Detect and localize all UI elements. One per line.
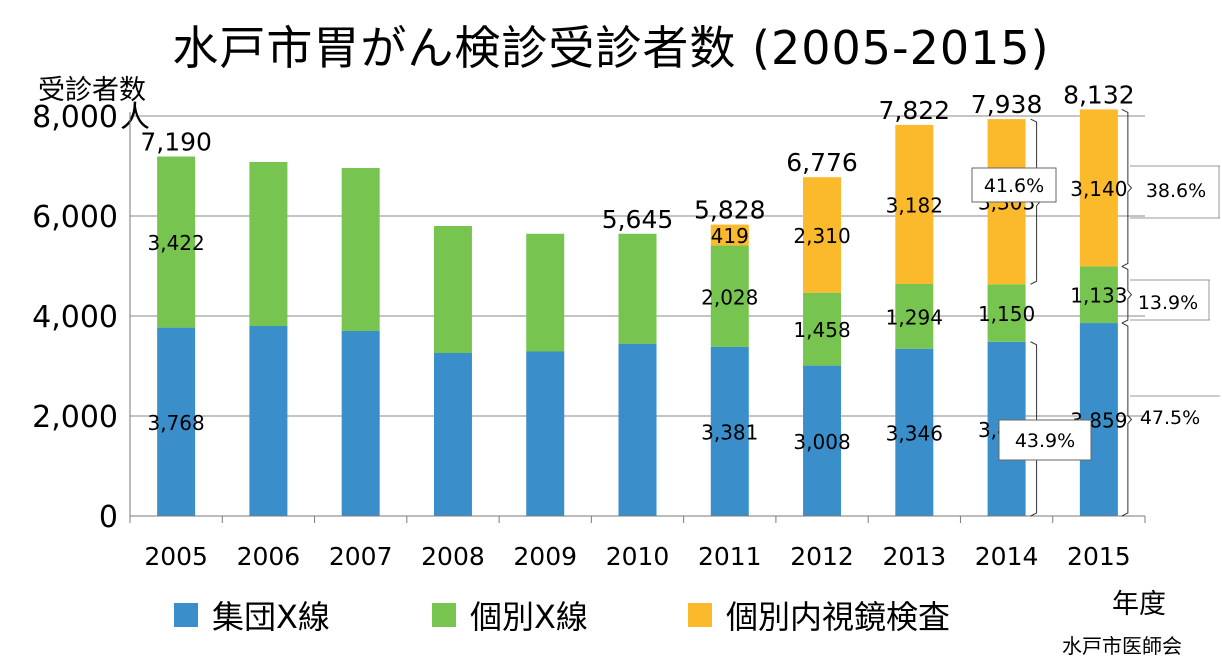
legend-label-endoscopy: 個別内視鏡検査 <box>726 598 951 636</box>
legend-label-group-xray: 集団X線 <box>212 598 330 636</box>
total-label: 5,828 <box>694 196 766 225</box>
data-label: 3,422 <box>148 231 205 255</box>
total-label: 6,776 <box>786 148 858 177</box>
x-tick-label: 2015 <box>1067 542 1131 571</box>
data-label: 2,310 <box>793 224 850 248</box>
bar-segment <box>710 245 749 347</box>
x-tick-label: 2007 <box>329 542 393 571</box>
annotation-label: 43.9% <box>1015 430 1075 452</box>
bar-segment <box>1079 109 1118 267</box>
data-label: 2,028 <box>701 285 758 309</box>
bar-segment <box>526 351 565 516</box>
total-label: 7,938 <box>971 90 1043 119</box>
data-label: 1,150 <box>978 302 1035 326</box>
bracket-2015-indiv <box>1121 265 1133 324</box>
data-label: 3,008 <box>793 430 850 454</box>
legend-swatch-group-xray <box>174 603 198 627</box>
bar-segment <box>803 365 842 516</box>
bar-segment <box>618 233 657 344</box>
bar-segment <box>803 292 842 366</box>
x-tick-label: 2011 <box>698 542 762 571</box>
bar-segment <box>710 224 749 246</box>
bar-segment <box>526 233 565 352</box>
bar-segment <box>710 346 749 516</box>
y-tick-label: 4,000 <box>32 300 118 335</box>
x-tick-label: 2006 <box>237 542 301 571</box>
bar-segment <box>895 124 934 285</box>
data-label: 419 <box>711 224 749 248</box>
bar-segment <box>803 177 842 293</box>
data-label: 1,294 <box>886 305 943 329</box>
legend-item-indiv-xray: 個別X線 <box>432 593 588 637</box>
annotation-label: 47.5% <box>1140 407 1200 429</box>
source-credit: 水戸市医師会 <box>1062 634 1182 658</box>
bar-segment <box>433 226 472 353</box>
total-label: 7,822 <box>879 96 951 125</box>
x-tick-label: 2010 <box>606 542 670 571</box>
x-tick-label: 2014 <box>975 542 1039 571</box>
data-label: 1,133 <box>1070 284 1127 308</box>
data-label: 1,458 <box>793 318 850 342</box>
y-tick-label: 0 <box>99 500 118 535</box>
legend-label-indiv-xray: 個別X線 <box>470 598 588 636</box>
data-label: 3,346 <box>886 421 943 445</box>
bar-segment <box>618 344 657 516</box>
x-tick-label: 2013 <box>883 542 947 571</box>
x-tick-label: 2005 <box>144 542 208 571</box>
bar-segment <box>433 353 472 516</box>
y-unit-label: 人 <box>120 100 150 135</box>
total-label: 5,645 <box>602 205 674 234</box>
x-tick-label: 2012 <box>790 542 854 571</box>
bar-segment <box>987 284 1026 342</box>
data-label: 3,768 <box>148 411 205 435</box>
total-label: 7,190 <box>140 128 212 157</box>
bar-segment <box>895 284 934 349</box>
chart-title: 水戸市胃がん検診受診者数 (2005-2015) <box>172 21 1050 75</box>
y-tick-label: 8,000 <box>32 100 118 135</box>
bar-segment <box>157 327 196 516</box>
total-label: 8,132 <box>1063 80 1135 109</box>
bar-segment <box>341 168 380 331</box>
annotation-label: 38.6% <box>1146 180 1206 202</box>
y-axis-label: 受診者数 <box>38 75 146 106</box>
bar-segment <box>249 162 288 326</box>
x-axis-label: 年度 <box>1112 589 1166 620</box>
data-label: 3,140 <box>1070 177 1127 201</box>
bar-segment <box>895 348 934 516</box>
legend-item-group-xray: 集団X線 <box>174 593 330 637</box>
legend-swatch-indiv-xray <box>432 603 456 627</box>
bar-segment <box>1079 266 1118 324</box>
bracket-2015-group <box>1121 322 1133 517</box>
x-tick-label: 2008 <box>421 542 485 571</box>
annotation-box <box>998 419 1092 461</box>
x-tick-label: 2009 <box>513 542 577 571</box>
bracket-2015-endoscopy <box>1121 108 1133 267</box>
annotation-label: 13.9% <box>1138 292 1198 314</box>
bar-segment <box>341 331 380 516</box>
data-label: 3,381 <box>701 420 758 444</box>
y-tick-label: 6,000 <box>32 200 118 235</box>
y-tick-label: 2,000 <box>32 400 118 435</box>
legend-swatch-endoscopy <box>688 603 712 627</box>
bar-segment <box>249 326 288 516</box>
bar-segment <box>157 156 196 328</box>
legend-item-endoscopy: 個別内視鏡検査 <box>688 593 950 637</box>
annotation-label: 41.6% <box>984 175 1044 197</box>
data-label: 3,182 <box>886 193 943 217</box>
annotation-box <box>971 167 1057 203</box>
